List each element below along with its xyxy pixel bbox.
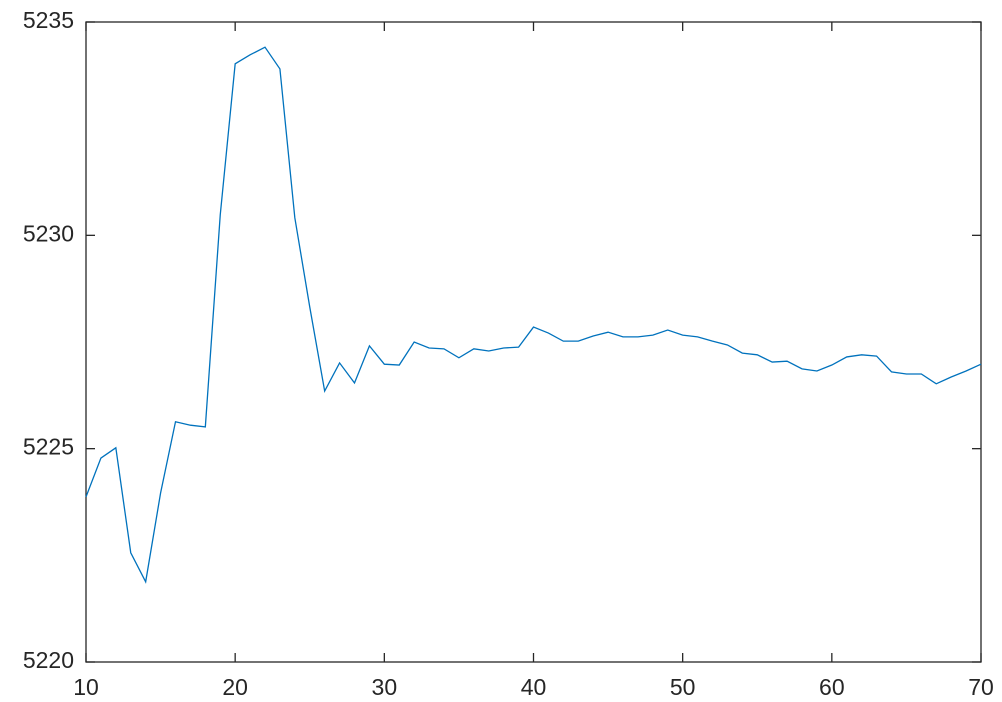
x-tick-label: 30 [372, 674, 398, 700]
x-tick-label: 40 [521, 674, 547, 700]
y-tick-label: 5235 [23, 7, 74, 33]
x-tick-label: 10 [73, 674, 99, 700]
x-tick-label: 50 [670, 674, 696, 700]
y-tick-label: 5230 [23, 220, 74, 246]
page: 522052255230523510203040506070 (() => { … [0, 0, 1002, 702]
y-tick-label: 5225 [23, 434, 74, 460]
x-tick-label: 20 [222, 674, 248, 700]
x-tick-label: 60 [819, 674, 845, 700]
y-tick-label: 5220 [23, 647, 74, 673]
chart: 5220 5225 5230 5235 10 20 30 40 50 60 70 [0, 0, 1002, 702]
x-tick-label: 70 [968, 674, 994, 700]
axes-box [86, 22, 981, 662]
